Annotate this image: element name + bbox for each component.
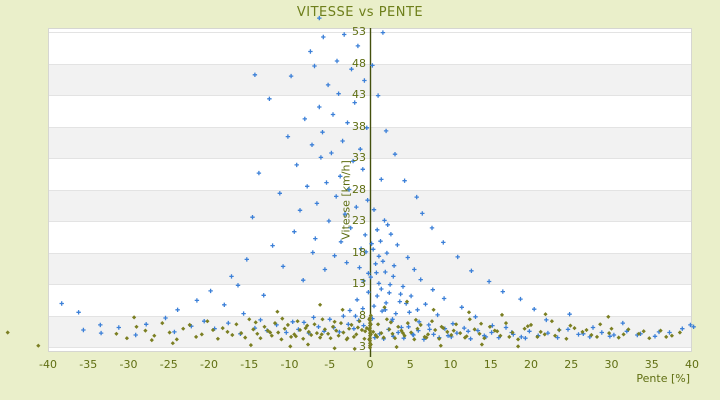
x-tick-label: 20 xyxy=(524,358,538,371)
x-tick-label: 0 xyxy=(366,358,374,371)
y-tick-label: 48 xyxy=(352,56,366,70)
chart-title: VITESSE vs PENTE xyxy=(296,5,424,20)
y-tick-label: 18 xyxy=(352,245,366,259)
y-tick-label: 13 xyxy=(352,277,366,290)
x-tick-label: 30 xyxy=(604,358,619,371)
x-tick-label: -30 xyxy=(119,358,138,371)
y-tick-label: 8 xyxy=(359,308,366,322)
y-tick-label: 53 xyxy=(352,25,366,38)
y-tick-label: 23 xyxy=(352,214,366,227)
y-tick-label: 43 xyxy=(352,88,366,101)
x-tick-label: 35 xyxy=(644,358,659,371)
x-tick-label: -10 xyxy=(280,358,299,371)
x-tick-label: 15 xyxy=(483,358,498,371)
x-tick-label: -40 xyxy=(39,358,57,371)
x-tick-label: -5 xyxy=(324,358,336,371)
y-tick-label: 28 xyxy=(352,182,366,196)
x-tick-label: -15 xyxy=(240,358,259,371)
x-tick-label: 5 xyxy=(406,358,414,371)
y-tick-label: 38 xyxy=(352,119,366,133)
x-tick-label: -25 xyxy=(159,358,178,371)
x-tick-label: -20 xyxy=(200,358,218,371)
y-tick-label: 3 xyxy=(359,340,366,353)
y-tick-label: 33 xyxy=(352,151,366,164)
series-1-points xyxy=(59,15,696,342)
x-tick-label: 10 xyxy=(443,358,458,371)
x-tick-label: -35 xyxy=(79,358,98,371)
x-tick-label: 40 xyxy=(685,358,699,371)
series-2-points xyxy=(5,299,683,351)
x-axis-title: Pente [%] xyxy=(636,372,690,385)
x-tick-label: 25 xyxy=(564,358,579,371)
